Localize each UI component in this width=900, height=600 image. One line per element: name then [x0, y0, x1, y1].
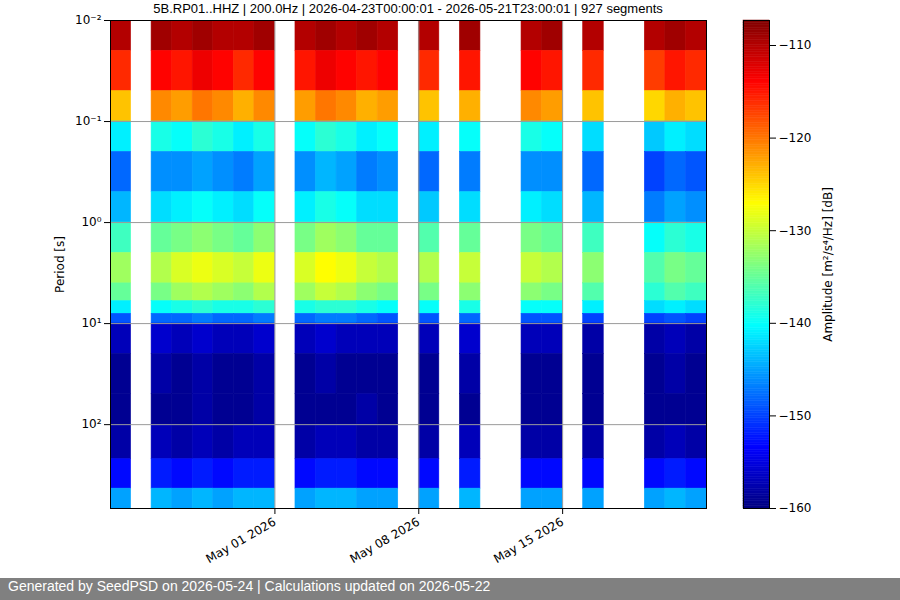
- html-text:Generated by SeedPSD on 2026-0: Generated by SeedPSD on 2026-05-24 | Cal…: [8, 578, 491, 594]
- svg-text:−120: −120: [779, 131, 812, 145]
- svg-text:10⁰: 10⁰: [81, 215, 101, 229]
- svg-text:−130: −130: [779, 224, 812, 238]
- svg-text:May 08 2026: May 08 2026: [347, 515, 422, 566]
- svg-text:10⁻¹: 10⁻¹: [75, 114, 102, 128]
- svg-text:Period [s]: Period [s]: [53, 236, 67, 293]
- svg-text:10⁻²: 10⁻²: [75, 13, 102, 27]
- svg-text:−160: −160: [779, 501, 812, 515]
- svg-text:May 01 2026: May 01 2026: [204, 515, 279, 566]
- svg-text:−110: −110: [779, 38, 812, 52]
- html-text:5B.RP01..HHZ | 200.0Hz | 2026-: 5B.RP01..HHZ | 200.0Hz | 2026-04-23T00:0…: [153, 1, 663, 16]
- svg-text:May 15 2026: May 15 2026: [491, 515, 566, 566]
- svg-text:10¹: 10¹: [81, 316, 101, 330]
- svg-text:−140: −140: [779, 316, 812, 330]
- svg-text:Amplitude [m²/s⁴/Hz] [dB]: Amplitude [m²/s⁴/Hz] [dB]: [821, 187, 835, 342]
- svg-text:−150: −150: [779, 409, 812, 423]
- svg-text:10²: 10²: [81, 417, 101, 431]
